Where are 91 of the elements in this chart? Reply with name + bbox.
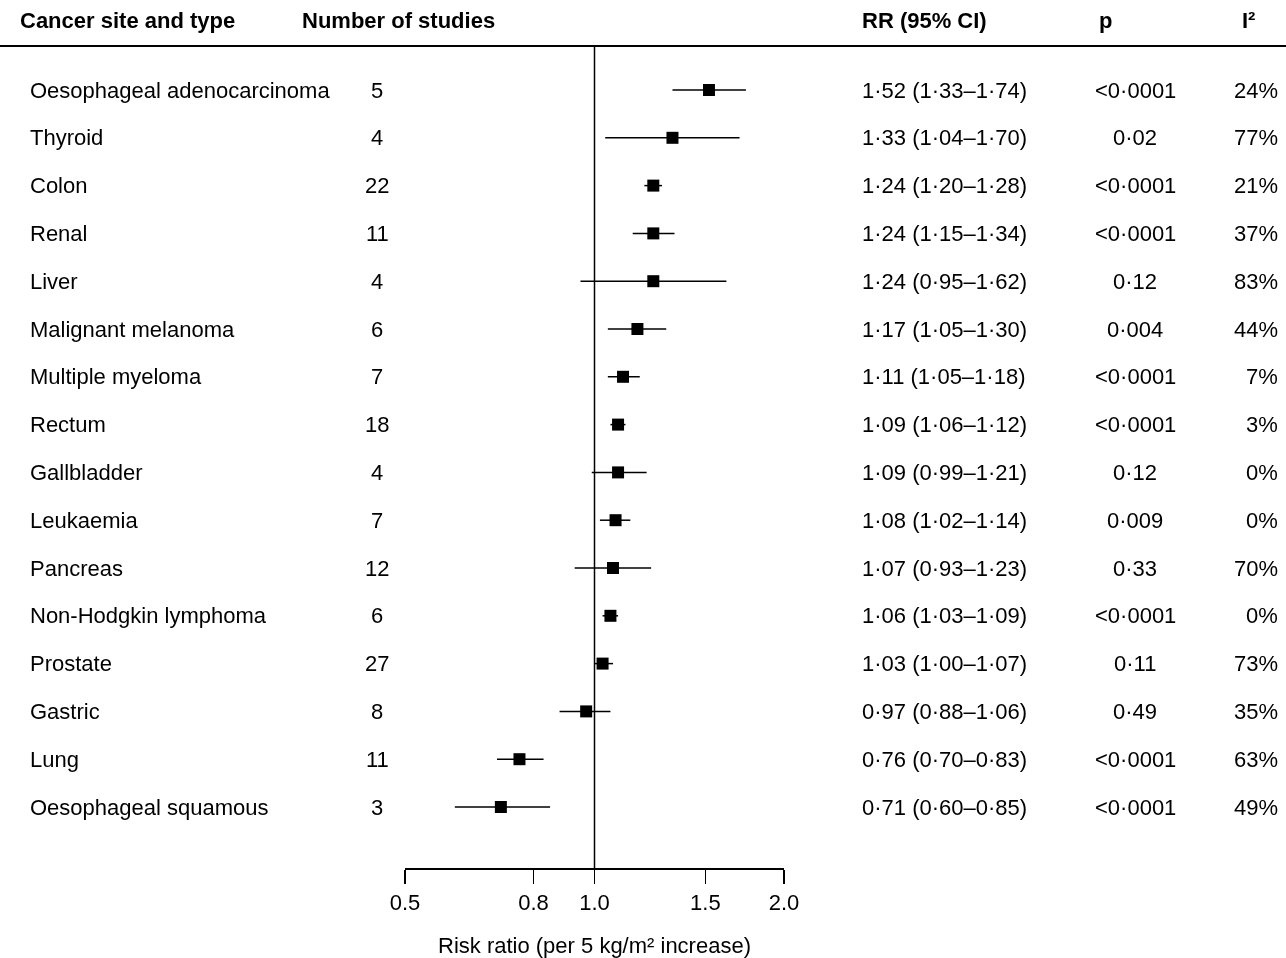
text: 6 <box>371 317 384 342</box>
y-tick-label: Non-Hodgkin lymphoma <box>30 603 267 628</box>
text: <0·0001 <box>1095 221 1177 246</box>
text: 24% <box>1234 78 1279 103</box>
text: 6 <box>371 603 384 628</box>
data-label: 1·08 (1·02–1·14) <box>862 508 1028 533</box>
y-tick-label: Thyroid <box>30 125 104 150</box>
data-label: 1·06 (1·03–1·09) <box>862 603 1028 628</box>
y-axis-title: Cancer site and type <box>20 8 236 33</box>
text: 37% <box>1234 221 1279 246</box>
text: 0·12 <box>1113 460 1158 485</box>
text: Number of studies <box>302 8 496 33</box>
text: <0·0001 <box>1095 747 1177 772</box>
text: 27 <box>365 651 390 676</box>
text: 0·02 <box>1113 125 1158 150</box>
text: 49% <box>1234 795 1279 820</box>
text: <0·0001 <box>1095 364 1177 389</box>
text: 63% <box>1234 747 1279 772</box>
y-tick-label: Oesophageal squamous <box>30 795 269 820</box>
text: 0·004 <box>1107 317 1164 342</box>
data-label: 1·03 (1·00–1·07) <box>862 651 1028 676</box>
data-label: 1·24 (0·95–1·62) <box>862 269 1028 294</box>
x-tick-label: 2.0 <box>768 889 800 915</box>
text: 5 <box>371 78 384 103</box>
y-tick-label: Gastric <box>30 699 100 724</box>
text: 18 <box>365 412 390 437</box>
y-tick-label: Oesophageal adenocarcinoma <box>30 78 331 103</box>
text: 83% <box>1234 269 1279 294</box>
text: <0·0001 <box>1095 78 1177 103</box>
text: 0·009 <box>1107 508 1164 533</box>
text: 0·49 <box>1113 699 1158 724</box>
data-label: 1·24 (1·15–1·34) <box>862 221 1028 246</box>
text: 0% <box>1246 603 1278 628</box>
y-tick-label: Malignant melanoma <box>30 317 235 342</box>
text: 4 <box>371 269 384 294</box>
text: <0·0001 <box>1095 603 1177 628</box>
y-tick-label: Lung <box>30 747 79 772</box>
y-tick-label: Pancreas <box>30 556 123 581</box>
text: 7 <box>371 508 384 533</box>
text: 4 <box>371 125 384 150</box>
text: 8 <box>371 699 384 724</box>
text: 70% <box>1234 556 1279 581</box>
text: 4 <box>371 460 384 485</box>
text: 0% <box>1246 508 1278 533</box>
data-label: 1·24 (1·20–1·28) <box>862 173 1028 198</box>
text: 22 <box>365 173 390 198</box>
text: 0·11 <box>1114 651 1157 676</box>
text: 3% <box>1246 412 1278 437</box>
text: 3 <box>371 795 384 820</box>
text: <0·0001 <box>1095 412 1177 437</box>
x-tick-label: 0.8 <box>518 889 549 915</box>
data-label: 1·07 (0·93–1·23) <box>862 556 1028 581</box>
text: 21% <box>1234 173 1279 198</box>
y-tick-label: Leukaemia <box>30 508 139 533</box>
text: 44% <box>1234 317 1279 342</box>
x-tick-label: 1.5 <box>690 889 721 915</box>
data-label: 1·33 (1·04–1·70) <box>862 125 1028 150</box>
y-tick-label: Colon <box>30 173 88 198</box>
data-label: 0·71 (0·60–0·85) <box>862 795 1028 820</box>
text: 35% <box>1234 699 1279 724</box>
data-label: 1·11 (1·05–1·18) <box>862 364 1026 389</box>
x-axis-title: Risk ratio (per 5 kg/m² increase) <box>438 933 751 958</box>
data-label: 1·09 (0·99–1·21) <box>862 460 1028 485</box>
text: <0·0001 <box>1095 795 1177 820</box>
data-label: 1·09 (1·06–1·12) <box>862 412 1028 437</box>
text: <0·0001 <box>1095 173 1177 198</box>
y-tick-label: Liver <box>30 269 78 294</box>
text: 11 <box>366 747 389 772</box>
data-label: 0·76 (0·70–0·83) <box>862 747 1028 772</box>
text: 12 <box>365 556 390 581</box>
text: 73% <box>1234 651 1279 676</box>
text: 11 <box>366 221 389 246</box>
y-tick-label: Multiple myeloma <box>30 364 202 389</box>
y-tick-label: Rectum <box>30 412 106 437</box>
data-label: 0·97 (0·88–1·06) <box>862 699 1028 724</box>
text: 7% <box>1246 364 1278 389</box>
text: p <box>1099 8 1113 33</box>
text: RR (95% CI) <box>862 8 987 33</box>
x-tick-label: 0.5 <box>389 889 421 915</box>
text: 77% <box>1234 125 1279 150</box>
data-label: 1·17 (1·05–1·30) <box>862 317 1028 342</box>
text: 7 <box>371 364 384 389</box>
y-tick-label: Renal <box>30 221 88 246</box>
text: 0% <box>1246 460 1278 485</box>
y-tick-label: Prostate <box>30 651 112 676</box>
y-tick-label: Gallbladder <box>30 460 143 485</box>
text: 0·12 <box>1113 269 1158 294</box>
text: 0·33 <box>1113 556 1158 581</box>
text: I² <box>1242 8 1256 33</box>
data-label: 1·52 (1·33–1·74) <box>862 78 1028 103</box>
x-tick-label: 1.0 <box>579 889 610 915</box>
